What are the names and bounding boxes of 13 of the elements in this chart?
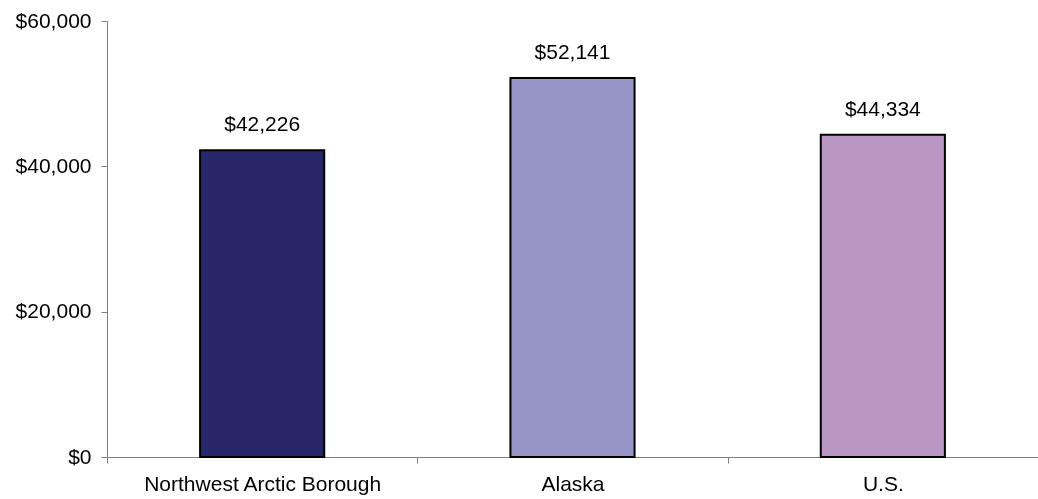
x-tick-label: Northwest Arctic Borough [144, 471, 382, 495]
data-label: $52,141 [534, 40, 611, 64]
bar [199, 149, 326, 458]
data-label: $42,226 [224, 112, 301, 136]
x-tick-label: U.S. [862, 471, 904, 495]
y-tick-label: $40,000 [15, 153, 92, 177]
y-tick-label: $0 [68, 444, 92, 468]
x-tick-label: Alaska [541, 471, 605, 495]
y-tick-label: $60,000 [15, 8, 92, 32]
bar [819, 133, 946, 458]
bar [509, 77, 636, 458]
y-tick-label: $20,000 [15, 299, 92, 323]
data-label: $44,334 [844, 96, 922, 120]
